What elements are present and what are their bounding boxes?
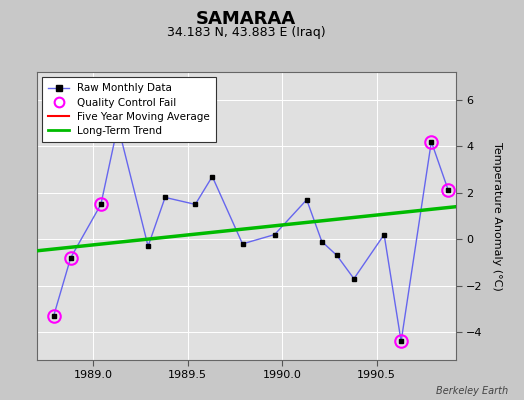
Text: SAMARAA: SAMARAA [196,10,297,28]
Legend: Raw Monthly Data, Quality Control Fail, Five Year Moving Average, Long-Term Tren: Raw Monthly Data, Quality Control Fail, … [42,77,216,142]
Text: 34.183 N, 43.883 E (Iraq): 34.183 N, 43.883 E (Iraq) [167,26,325,39]
Text: Berkeley Earth: Berkeley Earth [436,386,508,396]
Y-axis label: Temperature Anomaly (°C): Temperature Anomaly (°C) [492,142,502,290]
